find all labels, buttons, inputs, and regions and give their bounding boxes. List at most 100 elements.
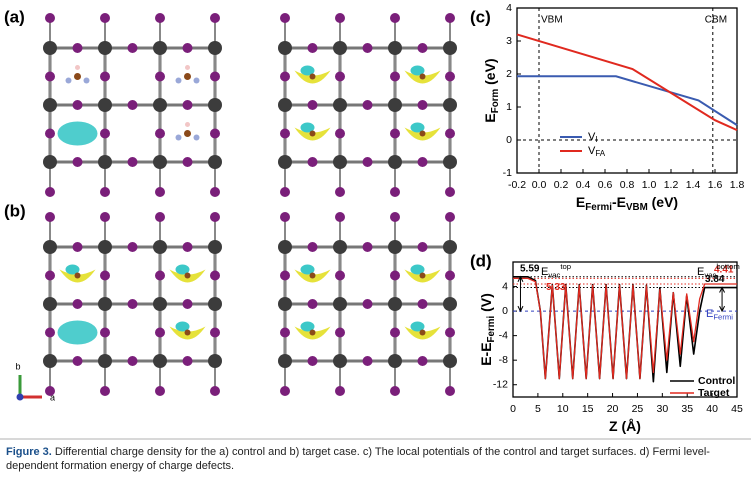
- lead-atom: [208, 240, 222, 254]
- level-label: 5.33: [546, 282, 566, 293]
- y-tick-label: 0: [506, 134, 512, 146]
- lead-atom: [388, 98, 402, 112]
- lead-atom: [278, 354, 292, 368]
- panel-label: (d): [470, 251, 492, 270]
- lead-atom: [333, 297, 347, 311]
- caption-line: Figure 3. Differential charge density fo…: [6, 445, 746, 459]
- iodine-atom: [72, 43, 83, 53]
- molecule: [175, 134, 182, 141]
- lead-atom: [443, 41, 457, 55]
- charge-density: [65, 264, 80, 275]
- text-part: bottom: [716, 262, 740, 271]
- text-part: top: [560, 262, 571, 271]
- lead-atom: [333, 240, 347, 254]
- iodine-atom: [127, 299, 138, 309]
- iodine-atom: [280, 386, 290, 396]
- lead-atom: [278, 155, 292, 169]
- iodine-atom: [72, 157, 83, 167]
- lead-atom: [388, 240, 402, 254]
- legend-entry: Target: [698, 387, 730, 399]
- x-tick-label: 5: [535, 403, 541, 415]
- iodine-atom: [280, 187, 290, 197]
- iodine-atom: [100, 270, 110, 281]
- y-tick-label: -4: [499, 329, 508, 341]
- iodine-atom: [155, 212, 165, 222]
- series-line: [516, 33, 738, 132]
- iodine-atom: [362, 100, 373, 110]
- annotation: Evactop: [541, 262, 571, 279]
- lead-atom: [98, 98, 112, 112]
- iodine-atom: [100, 212, 110, 222]
- legend-entry: VFA: [588, 145, 606, 158]
- text-part: E: [706, 308, 713, 320]
- x-tick-label: 1.8: [730, 179, 745, 191]
- text-part: (eV): [648, 194, 678, 210]
- arrow-head: [517, 275, 524, 283]
- text-part: I: [595, 135, 597, 144]
- charge-density: [410, 264, 425, 275]
- iodine-atom: [390, 13, 400, 23]
- iodine-atom: [307, 157, 318, 167]
- iodine-atom: [100, 386, 110, 396]
- molecule: [185, 65, 190, 70]
- charge-density: [410, 321, 425, 332]
- lead-atom: [278, 41, 292, 55]
- text-part: E: [576, 194, 585, 210]
- y-tick-label: -1: [503, 167, 512, 179]
- iodine-atom: [182, 43, 193, 53]
- lead-atom: [43, 155, 57, 169]
- y-axis-label: EForm (eV): [482, 58, 501, 122]
- iodine-atom: [182, 100, 193, 110]
- lead-atom: [388, 354, 402, 368]
- lead-atom: [443, 155, 457, 169]
- x-tick-label: 0: [510, 403, 516, 415]
- caption-label: Figure 3.: [6, 446, 52, 458]
- iodine-atom: [445, 128, 455, 139]
- iodine-atom: [127, 157, 138, 167]
- lead-atom: [208, 98, 222, 112]
- x-tick-label: 25: [632, 403, 644, 415]
- molecule: [83, 77, 90, 84]
- axis-origin: [16, 393, 24, 401]
- lead-atom: [98, 297, 112, 311]
- iodine-atom: [335, 386, 345, 396]
- text-part: -E: [612, 194, 626, 210]
- lead-atom: [278, 297, 292, 311]
- lead-atom: [388, 297, 402, 311]
- molecule: [419, 73, 426, 80]
- x-tick-label: 0.4: [576, 179, 591, 191]
- iodine-atom: [445, 13, 455, 23]
- iodine-atom: [210, 270, 220, 281]
- caption-text: Differential charge density for the a) c…: [54, 446, 710, 458]
- lead-atom: [333, 155, 347, 169]
- series-line: [517, 75, 738, 126]
- lead-atom: [153, 98, 167, 112]
- level-label: 4.41: [714, 265, 734, 276]
- iodine-atom: [100, 327, 110, 338]
- iodine-atom: [210, 128, 220, 139]
- molecule: [309, 73, 316, 80]
- series-line: [513, 277, 737, 380]
- iodine-atom: [445, 270, 455, 281]
- lead-atom: [43, 240, 57, 254]
- iodine-atom: [280, 128, 290, 139]
- iodine-atom: [445, 71, 455, 82]
- iodine-atom: [445, 327, 455, 338]
- charge-density: [300, 321, 315, 332]
- molecule: [75, 65, 80, 70]
- iodine-atom: [335, 128, 345, 139]
- molecule: [74, 272, 81, 279]
- lead-atom: [443, 354, 457, 368]
- molecule: [419, 272, 426, 279]
- molecule: [419, 130, 426, 137]
- charge-density: [300, 264, 315, 275]
- arrow-head: [517, 305, 524, 313]
- iodine-atom: [182, 299, 193, 309]
- crystal-structure: [278, 13, 457, 197]
- lead-atom: [98, 155, 112, 169]
- iodine-atom: [445, 386, 455, 396]
- x-tick-label: 15: [582, 403, 594, 415]
- molecule: [193, 77, 200, 84]
- text-part: FA: [595, 149, 605, 158]
